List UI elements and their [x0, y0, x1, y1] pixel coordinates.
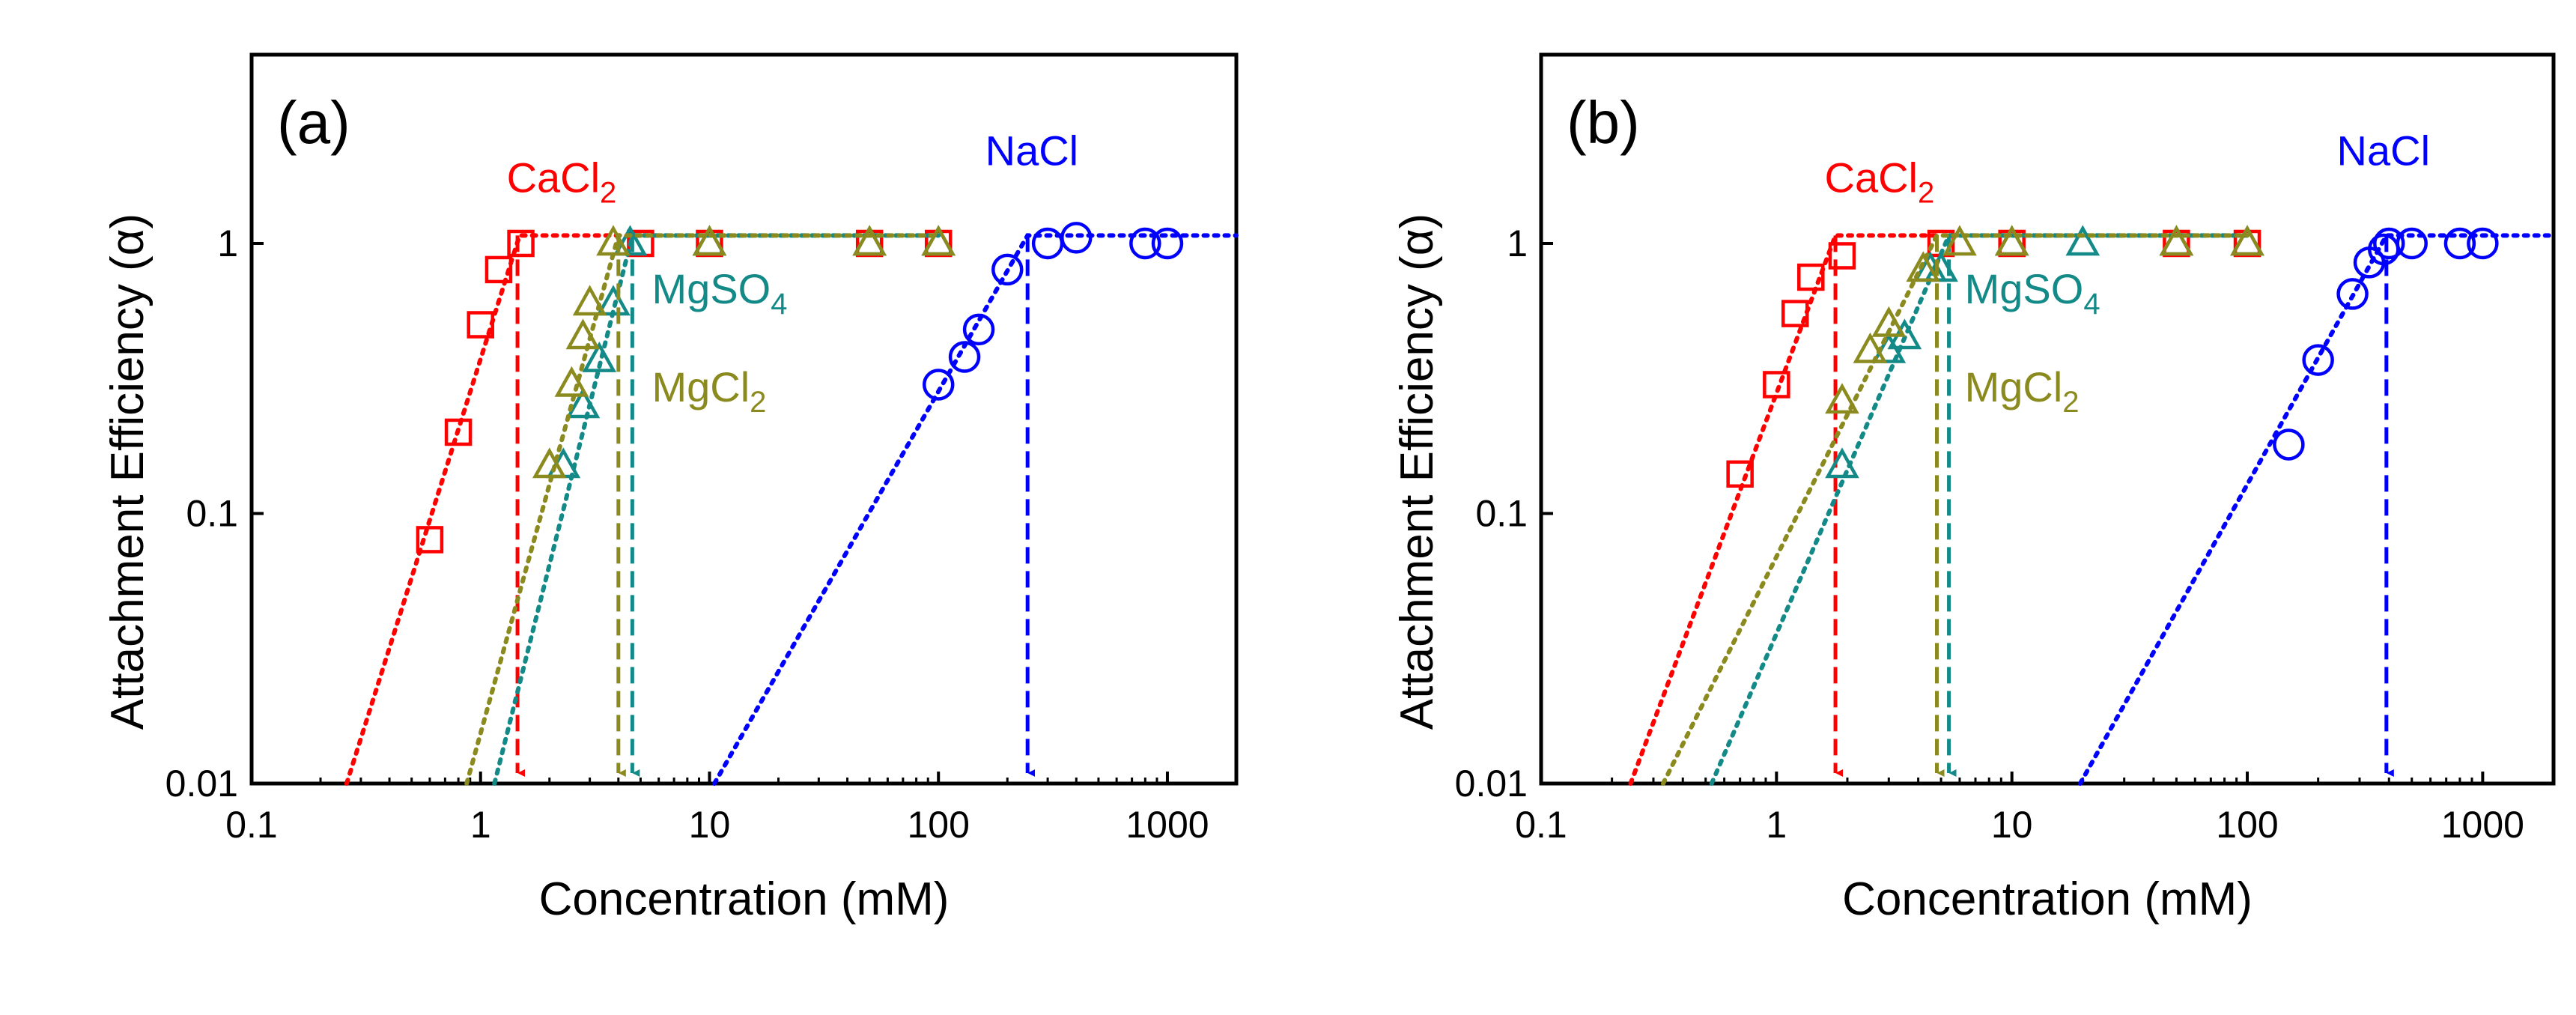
x-tick-label: 1 [1766, 804, 1787, 846]
data-point-triangle [1871, 306, 1907, 337]
fit-line [464, 233, 941, 786]
x-tick-label: 1000 [1126, 804, 1209, 846]
data-point-triangle [532, 447, 567, 479]
plot-frame [1539, 52, 2556, 786]
series-nacl: NaCl [712, 127, 1239, 786]
data-point-triangle [1825, 447, 1859, 479]
data-point-triangle [852, 225, 887, 256]
data-point-triangle [1853, 332, 1888, 363]
series-mgso4: MgSO4 [1709, 225, 2264, 786]
data-point-triangle [565, 387, 601, 419]
data-point-square [1763, 371, 1790, 399]
data-point-circle [2467, 227, 2499, 260]
data-point-circle [1129, 227, 1161, 260]
series-mgcl2: MgCl2 [464, 225, 956, 786]
y-tick-label: 0.01 [165, 763, 238, 805]
data-point-circle [2443, 227, 2476, 260]
data-point-triangle [1924, 251, 1958, 282]
y-axis-title: Attachment Efficiency (α) [102, 213, 154, 730]
data-point-circle [2302, 344, 2334, 376]
data-point-circle [2273, 428, 2305, 461]
data-point-triangle [596, 225, 631, 256]
data-point-square [1726, 460, 1754, 488]
x-tick-label: 0.1 [225, 804, 278, 846]
series-label: NaCl [985, 127, 1078, 174]
x-tick-label: 1000 [2441, 804, 2524, 846]
data-point-triangle [554, 366, 589, 397]
data-point-circle [948, 341, 981, 373]
data-point-triangle [1994, 225, 2029, 256]
data-point-circle [922, 369, 955, 401]
data-point-square [1797, 263, 1825, 291]
fit-line [1709, 233, 2250, 786]
data-point-square [416, 526, 444, 554]
data-point-circle [962, 313, 995, 346]
series-mgso4: MgSO4 [492, 225, 956, 786]
series-nacl: NaCl [2077, 127, 2556, 786]
panel-label: (a) [277, 89, 350, 156]
x-axis-title: Concentration (mM) [539, 873, 950, 925]
series-label: MgSO4 [651, 265, 787, 321]
data-point-circle [2396, 227, 2428, 260]
series-label: NaCl [2337, 127, 2430, 174]
data-point-triangle [1942, 225, 1977, 256]
series-label: MgCl2 [1965, 363, 2080, 419]
fit-line [2077, 233, 2556, 786]
x-tick-label: 0.1 [1515, 804, 1567, 846]
data-point-triangle [921, 225, 956, 256]
data-point-triangle [613, 225, 648, 256]
data-point-square [444, 418, 473, 446]
data-point-circle [991, 253, 1024, 286]
data-point-triangle [582, 342, 617, 372]
data-point-circle [2373, 227, 2405, 260]
data-point-circle [2336, 278, 2369, 310]
fit-line [1661, 233, 2250, 786]
x-tick-label: 1 [470, 804, 491, 846]
y-tick-label: 1 [217, 222, 238, 264]
fit-line [712, 233, 1239, 786]
y-tick-label: 0.01 [1455, 763, 1528, 805]
y-tick-label: 0.1 [1475, 492, 1528, 534]
plot-frame [249, 52, 1239, 786]
data-point-square [507, 229, 535, 258]
data-point-triangle [2230, 225, 2264, 256]
x-axis-title: Concentration (mM) [1842, 873, 2253, 925]
panel-label: (b) [1567, 89, 1640, 156]
data-point-triangle [1906, 251, 1941, 282]
data-point-triangle [572, 285, 607, 316]
x-tick-label: 100 [908, 804, 970, 846]
data-point-triangle [2065, 225, 2100, 256]
series-label: MgCl2 [651, 363, 766, 419]
y-tick-label: 0.1 [186, 492, 238, 534]
series-cacl2: CaCl2 [1628, 154, 2261, 786]
y-axis-title: Attachment Efficiency (α) [1391, 213, 1443, 730]
series-cacl2: CaCl2 [344, 154, 953, 786]
data-point-triangle [596, 285, 631, 316]
series-label: CaCl2 [507, 154, 617, 209]
series-label: CaCl2 [1825, 154, 1935, 209]
data-point-triangle [565, 318, 601, 350]
data-point-circle [1060, 222, 1093, 254]
series-label: MgSO4 [1965, 265, 2100, 321]
x-tick-label: 100 [2216, 804, 2278, 846]
data-point-triangle [2159, 225, 2194, 256]
data-point-triangle [692, 225, 727, 256]
data-point-square [467, 311, 494, 339]
data-point-circle [1151, 227, 1184, 260]
series-mgcl2: MgCl2 [1661, 225, 2264, 786]
data-point-square [1828, 242, 1856, 270]
y-tick-label: 1 [1507, 222, 1528, 264]
x-tick-label: 10 [689, 804, 731, 846]
data-point-square [484, 255, 513, 284]
x-tick-label: 10 [1991, 804, 2033, 846]
data-point-square [1781, 300, 1809, 327]
fit-line [344, 233, 643, 786]
data-point-triangle [1825, 383, 1859, 414]
